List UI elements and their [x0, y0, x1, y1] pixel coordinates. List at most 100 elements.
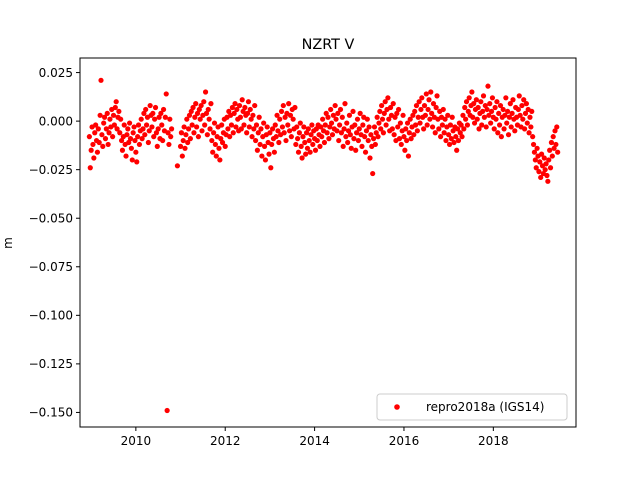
data-point: [416, 99, 422, 105]
data-point: [127, 120, 133, 126]
x-tick-label: 2018: [478, 434, 509, 448]
data-point: [334, 128, 340, 134]
data-point: [451, 139, 457, 146]
data-point: [502, 112, 508, 118]
data-point: [488, 120, 494, 126]
data-point: [166, 141, 172, 148]
data-point: [538, 174, 544, 181]
data-point: [339, 114, 345, 120]
data-point: [280, 102, 286, 109]
data-point: [426, 97, 432, 103]
data-point: [129, 157, 135, 163]
data-point: [169, 126, 175, 132]
data-point: [238, 126, 244, 132]
data-point: [237, 114, 244, 120]
data-point: [442, 116, 448, 122]
data-point: [193, 101, 199, 107]
data-point: [341, 126, 347, 132]
data-point: [155, 126, 161, 132]
data-point: [226, 108, 232, 115]
data-point: [201, 99, 207, 105]
data-point: [400, 112, 406, 118]
data-point: [329, 132, 336, 138]
data-point: [232, 101, 238, 107]
data-point: [508, 124, 514, 130]
data-point: [483, 124, 489, 130]
data-point: [501, 126, 507, 132]
data-point: [216, 145, 222, 151]
data-point: [97, 112, 103, 118]
data-point: [506, 114, 513, 120]
data-point: [179, 153, 185, 159]
data-point: [146, 128, 152, 134]
data-point: [213, 153, 219, 159]
data-point: [475, 104, 481, 111]
data-point: [549, 153, 555, 159]
data-point: [425, 106, 431, 113]
plot-area: [86, 77, 561, 414]
data-point: [154, 143, 160, 149]
data-point: [250, 112, 256, 118]
data-point: [544, 172, 550, 179]
data-point: [219, 122, 225, 128]
data-point: [345, 139, 351, 146]
data-point: [321, 139, 328, 146]
x-tick-label: 2016: [389, 434, 420, 448]
data-point: [142, 132, 148, 138]
data-point: [211, 130, 217, 136]
data-point: [131, 124, 137, 130]
data-point: [118, 137, 125, 144]
data-point: [196, 106, 202, 113]
data-point: [530, 134, 536, 140]
data-point: [88, 147, 94, 153]
data-point: [309, 122, 315, 128]
data-point: [344, 120, 350, 126]
data-point: [421, 126, 427, 132]
y-tick-label: −0.075: [29, 260, 73, 274]
data-point: [441, 130, 447, 136]
data-point: [457, 130, 463, 136]
data-point: [346, 112, 353, 118]
y-tick-label: −0.100: [29, 309, 73, 323]
data-point: [547, 147, 553, 153]
data-point: [454, 126, 461, 132]
data-point: [231, 110, 237, 116]
data-point: [328, 106, 334, 113]
data-point: [379, 116, 386, 122]
data-point: [434, 93, 440, 99]
data-point: [268, 165, 274, 171]
data-point: [178, 130, 185, 136]
data-point: [277, 116, 283, 122]
data-point: [90, 141, 96, 148]
data-point: [509, 110, 515, 116]
data-point: [303, 151, 309, 157]
data-point: [312, 147, 319, 153]
data-point: [484, 106, 490, 113]
data-point: [493, 116, 499, 122]
data-point: [520, 116, 526, 122]
data-point: [485, 83, 491, 89]
data-point: [348, 145, 354, 151]
data-point: [256, 114, 262, 120]
data-point: [357, 110, 363, 116]
data-point: [239, 97, 245, 103]
data-point: [87, 165, 93, 171]
data-point: [342, 101, 348, 107]
data-point: [460, 112, 466, 118]
data-point: [469, 89, 475, 95]
data-point: [527, 114, 533, 120]
data-point: [458, 122, 464, 128]
data-point: [244, 110, 251, 116]
data-point: [160, 106, 167, 113]
data-point: [253, 122, 260, 128]
data-point: [519, 102, 525, 109]
data-point: [252, 102, 258, 109]
data-point: [333, 116, 339, 122]
data-point: [208, 101, 214, 107]
data-point: [300, 134, 306, 140]
data-point: [225, 126, 231, 132]
data-point: [486, 112, 492, 118]
data-point: [381, 110, 387, 116]
data-point: [314, 137, 320, 144]
